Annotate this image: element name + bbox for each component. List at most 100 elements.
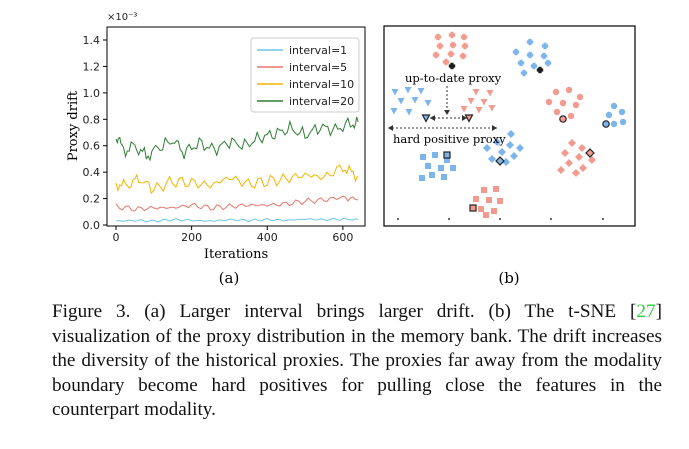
proxy-point xyxy=(543,42,547,50)
proxy-point xyxy=(450,31,454,39)
proxy-point xyxy=(522,69,526,77)
y-tick-label: 0.8 xyxy=(83,113,101,126)
up-to-date-arrowhead xyxy=(444,110,450,115)
proxy-point xyxy=(552,88,560,96)
panel-a-chart: ×10⁻³ 0.0 0.2 0.4 0.6 0.8 1.0 1.2 1.4 0 200 400 60… xyxy=(66,12,366,287)
citation-link[interactable]: 27 xyxy=(636,301,656,322)
proxy-point xyxy=(397,98,405,105)
proxy-point xyxy=(493,138,501,146)
proxy-point xyxy=(443,151,451,159)
proxy-point xyxy=(461,52,465,60)
proxy-point xyxy=(463,42,467,50)
up-to-date-proxy-label: up-to-date proxy xyxy=(405,71,502,85)
proxy-point xyxy=(561,149,569,157)
y-tick-label: 1.4 xyxy=(83,34,101,47)
proxy-point xyxy=(411,97,419,104)
proxy-point xyxy=(514,48,518,56)
proxy-point xyxy=(610,120,618,128)
proxy-point xyxy=(491,208,497,214)
proxy-point xyxy=(449,50,453,58)
proxy-point xyxy=(488,155,496,163)
proxy-point xyxy=(438,165,444,171)
proxy-point xyxy=(510,152,518,160)
series-lines xyxy=(115,116,359,223)
proxy-point xyxy=(545,98,553,106)
y-tick-label: 0.2 xyxy=(83,193,101,206)
proxy-point xyxy=(429,172,435,178)
proxy-point xyxy=(424,100,432,107)
x-axis-label: Iterations xyxy=(204,247,268,262)
y-tick-label: 0.6 xyxy=(83,140,101,153)
proxy-point xyxy=(444,58,448,66)
x-tick-label: 600 xyxy=(332,231,353,244)
proxy-point xyxy=(438,42,442,50)
proxy-point xyxy=(576,93,584,101)
panel-b-tsne: up-to-date proxy hard positive proxy (b) xyxy=(383,25,636,287)
proxy-point xyxy=(451,41,455,49)
series-line-interval-10 xyxy=(115,164,359,195)
y-tick-label: 0.0 xyxy=(83,219,101,232)
proxy-point xyxy=(578,144,586,152)
proxy-point xyxy=(506,141,514,149)
proxy-point xyxy=(588,156,596,164)
proxy-point xyxy=(618,108,626,116)
proxy-point xyxy=(610,102,618,110)
proxy-point xyxy=(450,165,456,171)
proxy-point xyxy=(486,197,492,203)
proxy-point xyxy=(444,157,450,163)
x-tick-label: 200 xyxy=(181,231,202,244)
proxy-point xyxy=(405,109,413,116)
proxy-point xyxy=(507,130,515,138)
proxy-point xyxy=(602,120,610,128)
proxy-point xyxy=(493,186,499,192)
series-line-interval-5 xyxy=(115,195,359,212)
proxy-point xyxy=(441,174,447,180)
caption-prefix: Figure 3. (a) Larger interval brings lar… xyxy=(52,301,637,322)
proxy-point xyxy=(498,148,506,156)
proxy-point xyxy=(528,51,532,59)
proxy-point xyxy=(425,163,431,169)
y-axis-ticks: 0.0 0.2 0.4 0.6 0.8 1.0 1.2 1.4 xyxy=(83,34,107,232)
proxy-point xyxy=(546,59,550,67)
legend-entry: interval=1 xyxy=(289,44,347,57)
proxy-point xyxy=(557,166,565,174)
tsne-points xyxy=(390,31,627,218)
proxy-point xyxy=(478,206,484,212)
legend-entry: interval=5 xyxy=(289,61,347,74)
legend-entry: interval=20 xyxy=(289,95,354,108)
proxy-point xyxy=(585,148,595,158)
proxy-point xyxy=(475,107,483,114)
series-line-interval-20 xyxy=(115,116,359,162)
proxy-point xyxy=(391,89,399,96)
proxy-point xyxy=(432,152,438,158)
panel-a-label: (a) xyxy=(219,269,240,287)
legend: interval=1 interval=5 interval=10 interval=… xyxy=(250,37,360,113)
proxy-point xyxy=(519,59,523,67)
x-tick-label: 0 xyxy=(113,231,120,244)
y-axis-label: Proxy drift xyxy=(66,90,81,161)
proxy-point xyxy=(579,164,587,172)
proxy-point xyxy=(460,106,468,113)
proxy-point xyxy=(575,153,583,161)
proxy-point xyxy=(462,33,466,41)
proxy-point xyxy=(497,198,503,204)
proxy-point xyxy=(488,105,496,112)
proxy-point xyxy=(404,87,412,94)
proxy-point xyxy=(419,175,425,181)
proxy-point xyxy=(473,196,479,202)
proxy-point xyxy=(605,111,613,119)
proxy-point xyxy=(528,38,532,46)
proxy-point xyxy=(481,187,487,193)
proxy-point xyxy=(467,98,475,105)
proxy-point xyxy=(572,101,580,109)
proxy-point xyxy=(567,112,575,120)
proxy-point xyxy=(495,156,505,166)
hard-positive-proxy-label: hard positive proxy xyxy=(393,132,506,146)
proxy-point xyxy=(469,204,477,212)
caption-suffix: ] visualization of the proxy distributio… xyxy=(52,301,662,420)
proxy-point xyxy=(532,62,536,70)
proxy-point xyxy=(502,158,510,166)
proxy-point xyxy=(538,66,542,74)
legend-entry: interval=10 xyxy=(289,78,354,91)
proxy-point xyxy=(565,86,573,94)
